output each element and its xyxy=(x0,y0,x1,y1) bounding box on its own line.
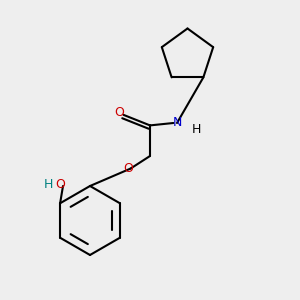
Text: O: O xyxy=(55,178,65,191)
Text: N: N xyxy=(172,116,182,130)
Text: H: H xyxy=(43,178,53,191)
Text: H: H xyxy=(192,123,201,136)
Text: O: O xyxy=(114,106,124,119)
Text: O: O xyxy=(123,162,133,175)
